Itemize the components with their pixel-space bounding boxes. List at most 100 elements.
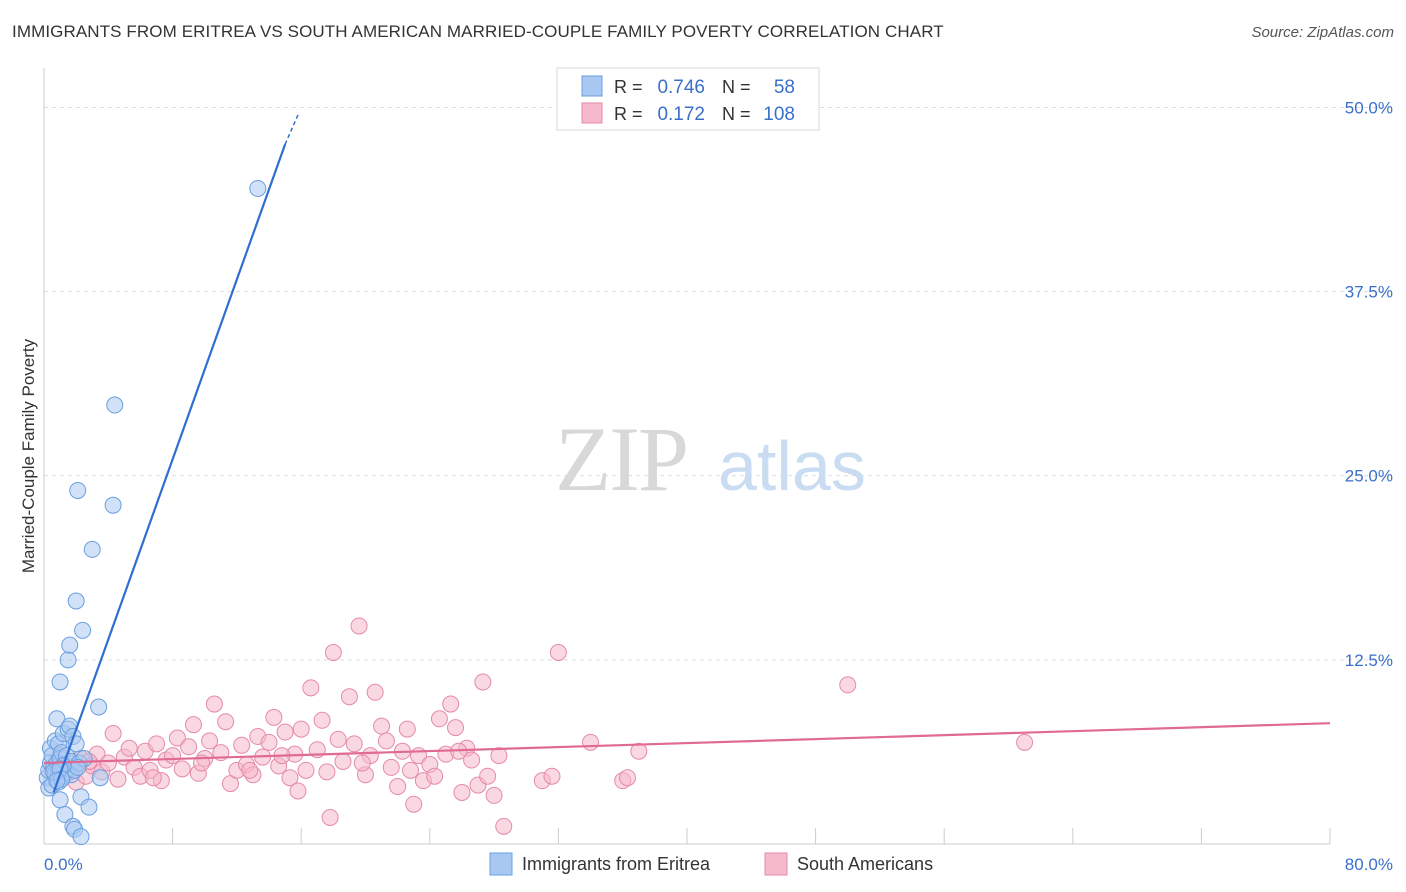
trendline-eritrea bbox=[52, 143, 287, 793]
data-point-south-americans bbox=[318, 763, 336, 781]
data-point-south-americans bbox=[373, 717, 391, 735]
data-point-eritrea bbox=[69, 481, 87, 499]
data-point-eritrea bbox=[90, 698, 108, 716]
data-point-south-americans bbox=[398, 720, 416, 738]
data-point-south-americans bbox=[265, 708, 283, 726]
data-point-south-americans bbox=[173, 760, 191, 778]
axes bbox=[43, 68, 1331, 845]
data-point-south-americans bbox=[217, 713, 235, 731]
data-point-south-americans bbox=[297, 761, 315, 779]
source-label: Source: ZipAtlas.com bbox=[1251, 24, 1394, 41]
data-point-south-americans bbox=[241, 761, 259, 779]
data-point-south-americans bbox=[839, 676, 857, 694]
data-point-eritrea bbox=[51, 673, 69, 691]
tick-labels: 12.5% 25.0% 37.5% 50.0% 0.0% 80.0% bbox=[44, 98, 1393, 874]
data-point-south-americans bbox=[405, 795, 423, 813]
watermark-atlas: atlas bbox=[718, 427, 866, 505]
data-point-south-americans bbox=[353, 754, 371, 772]
trendlines bbox=[43, 114, 1331, 793]
data-point-south-americans bbox=[144, 769, 162, 787]
data-point-south-americans bbox=[164, 747, 182, 765]
data-point-eritrea bbox=[61, 636, 79, 654]
trendline-south-americans bbox=[43, 722, 1331, 765]
watermark: ZIP atlas bbox=[555, 408, 866, 510]
data-point-south-americans bbox=[366, 683, 384, 701]
legend-label-eritrea: Immigrants from Eritrea bbox=[522, 854, 711, 874]
legend-swatch-south-americans bbox=[764, 852, 788, 876]
y-tick-label: 37.5% bbox=[1345, 283, 1393, 302]
data-point-eritrea bbox=[67, 592, 85, 610]
data-point-south-americans bbox=[495, 817, 513, 835]
legend-swatch-eritrea bbox=[489, 852, 513, 876]
data-point-south-americans bbox=[233, 736, 251, 754]
legend-label-south-americans: South Americans bbox=[797, 854, 933, 874]
data-point-eritrea bbox=[48, 710, 66, 728]
data-point-south-americans bbox=[463, 751, 481, 769]
data-point-south-americans bbox=[184, 716, 202, 734]
legend-swatch-blue bbox=[581, 75, 603, 97]
data-point-south-americans bbox=[630, 742, 648, 760]
correlation-legend: R = 0.746 N = 58 R = 0.172 N = 108 bbox=[556, 67, 820, 131]
data-point-south-americans bbox=[442, 695, 460, 713]
data-point-south-americans bbox=[430, 710, 448, 728]
data-point-south-americans bbox=[582, 733, 600, 751]
data-point-south-americans bbox=[313, 711, 331, 729]
data-point-south-americans bbox=[382, 758, 400, 776]
data-point-south-americans bbox=[543, 767, 561, 785]
legend-n-value: 108 bbox=[763, 104, 795, 125]
data-point-eritrea bbox=[104, 496, 122, 514]
data-point-south-americans bbox=[549, 644, 567, 661]
data-point-eritrea bbox=[91, 769, 109, 787]
data-point-south-americans bbox=[321, 808, 339, 826]
data-point-south-americans bbox=[345, 735, 363, 753]
grid-lines bbox=[44, 106, 1392, 661]
data-point-south-americans bbox=[389, 778, 407, 796]
data-point-south-americans bbox=[302, 679, 320, 697]
legend-r-value: 0.746 bbox=[657, 77, 705, 98]
trendline-eritrea-extension bbox=[284, 114, 299, 145]
y-tick-label: 12.5% bbox=[1345, 651, 1393, 670]
data-point-south-americans bbox=[276, 723, 294, 741]
data-point-south-americans bbox=[350, 617, 368, 635]
legend-swatch-pink bbox=[581, 102, 603, 124]
series-legend: Immigrants from Eritrea South Americans bbox=[489, 852, 933, 876]
data-point-south-americans bbox=[120, 739, 138, 757]
data-point-south-americans bbox=[148, 735, 166, 753]
data-point-south-americans bbox=[260, 733, 278, 751]
data-point-south-americans bbox=[377, 732, 395, 750]
data-point-south-americans bbox=[201, 732, 219, 750]
legend-r-label: R = bbox=[614, 104, 643, 124]
data-point-south-americans bbox=[490, 747, 508, 765]
data-point-eritrea bbox=[74, 621, 92, 639]
data-point-eritrea bbox=[56, 806, 74, 824]
data-point-eritrea bbox=[106, 396, 124, 414]
y-tick-label: 50.0% bbox=[1345, 98, 1393, 117]
data-point-south-americans bbox=[205, 695, 223, 713]
data-point-south-americans bbox=[99, 754, 117, 772]
data-point-south-americans bbox=[1016, 733, 1034, 751]
series-south-americans bbox=[43, 617, 1034, 835]
x-tick-label: 80.0% bbox=[1345, 855, 1393, 874]
data-point-south-americans bbox=[329, 730, 347, 748]
data-point-south-americans bbox=[485, 786, 503, 804]
watermark-zip: ZIP bbox=[555, 408, 687, 510]
data-point-eritrea bbox=[249, 179, 267, 197]
data-point-south-americans bbox=[453, 783, 471, 801]
data-point-eritrea bbox=[72, 828, 90, 846]
data-point-south-americans bbox=[324, 644, 342, 661]
data-point-south-americans bbox=[168, 729, 186, 747]
data-point-south-americans bbox=[180, 738, 198, 756]
data-point-south-americans bbox=[447, 719, 465, 737]
data-point-eritrea bbox=[51, 791, 69, 809]
data-point-south-americans bbox=[109, 770, 127, 788]
legend-r-label: R = bbox=[614, 77, 643, 97]
legend-n-label: N = bbox=[722, 77, 751, 97]
data-point-south-americans bbox=[474, 673, 492, 691]
data-point-south-americans bbox=[619, 769, 637, 787]
data-point-south-americans bbox=[289, 782, 307, 800]
data-point-south-americans bbox=[479, 767, 497, 785]
data-point-south-americans bbox=[281, 769, 299, 787]
data-point-south-americans bbox=[340, 688, 358, 706]
data-point-eritrea bbox=[83, 540, 101, 558]
